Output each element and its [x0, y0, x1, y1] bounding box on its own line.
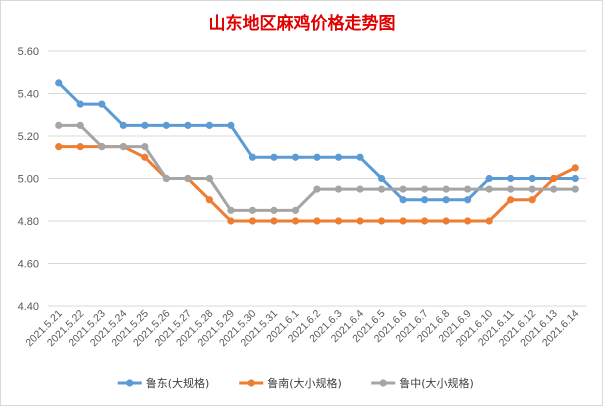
- data-point: [270, 206, 278, 214]
- legend: 鲁东(大规格) 鲁南(大小规格) 鲁中(大小规格): [117, 376, 474, 390]
- data-point: [485, 174, 493, 183]
- y-tick-label: 4.60: [18, 259, 39, 271]
- legend-swatch-marker: [379, 379, 387, 387]
- data-point: [550, 174, 558, 183]
- data-point: [442, 217, 450, 225]
- data-point: [184, 121, 192, 129]
- y-tick-label: 5.00: [18, 174, 39, 186]
- series-3: [55, 121, 579, 214]
- data-point: [550, 185, 558, 193]
- data-point: [485, 185, 493, 193]
- data-point: [313, 153, 321, 161]
- data-point: [528, 174, 536, 183]
- series-line: [57, 81, 577, 202]
- data-point: [248, 153, 257, 161]
- data-point: [442, 196, 450, 204]
- data-point: [248, 206, 257, 214]
- data-point: [528, 185, 536, 193]
- data-point: [442, 185, 450, 193]
- y-tick-label: 5.40: [18, 89, 39, 101]
- data-point: [162, 174, 170, 183]
- chart-title: 山东地区麻鸡价格走势图: [209, 13, 396, 34]
- series-layer: [55, 79, 579, 225]
- legend-label: 鲁南(大小规格): [267, 376, 342, 390]
- data-point: [141, 121, 149, 129]
- data-point: [399, 196, 407, 204]
- data-point: [571, 185, 579, 193]
- data-point: [571, 164, 579, 172]
- data-point: [313, 217, 321, 225]
- data-point: [291, 217, 300, 225]
- data-point: [141, 143, 149, 151]
- data-point: [571, 174, 579, 183]
- legend-label: 鲁东(大规格): [146, 376, 210, 390]
- data-point: [334, 185, 343, 193]
- data-point: [421, 185, 429, 193]
- data-point: [377, 217, 386, 225]
- data-point: [248, 217, 257, 225]
- data-point: [313, 185, 321, 193]
- y-tick-label: 4.80: [18, 216, 39, 228]
- data-point: [356, 185, 364, 193]
- data-point: [55, 79, 63, 87]
- data-point: [377, 174, 386, 183]
- data-point: [334, 153, 343, 161]
- data-point: [507, 196, 515, 204]
- data-point: [162, 121, 170, 129]
- data-point: [291, 206, 300, 214]
- series-1: [55, 79, 579, 204]
- data-point: [76, 121, 84, 129]
- data-point: [76, 100, 84, 108]
- data-point: [227, 121, 235, 129]
- legend-label: 鲁中(大小规格): [399, 376, 474, 390]
- data-point: [485, 217, 493, 225]
- data-point: [55, 121, 63, 129]
- data-point: [464, 196, 472, 204]
- data-point: [421, 196, 429, 204]
- data-point: [119, 143, 127, 151]
- legend-swatch-marker: [247, 379, 255, 387]
- data-point: [507, 174, 515, 183]
- y-tick-label: 5.60: [18, 46, 39, 58]
- data-point: [399, 185, 407, 193]
- data-point: [464, 185, 472, 193]
- series-line: [57, 123, 577, 212]
- data-point: [205, 174, 213, 183]
- data-point: [528, 196, 536, 204]
- data-point: [421, 217, 429, 225]
- x-axis-ticks: 2021.5.212021.5.222021.5.232021.5.242021…: [23, 308, 581, 350]
- data-point: [119, 121, 127, 129]
- y-tick-label: 5.20: [18, 131, 39, 143]
- data-point: [141, 153, 149, 161]
- data-point: [507, 185, 515, 193]
- data-point: [356, 217, 364, 225]
- y-tick-label: 4.40: [18, 301, 39, 313]
- data-point: [98, 100, 106, 108]
- data-point: [270, 217, 278, 225]
- data-point: [291, 153, 300, 161]
- data-point: [55, 143, 63, 151]
- data-point: [464, 217, 472, 225]
- data-point: [356, 153, 364, 161]
- data-point: [227, 217, 235, 225]
- legend-item: 鲁中(大小规格): [371, 376, 474, 390]
- legend-item: 鲁东(大规格): [117, 376, 210, 390]
- data-point: [227, 206, 235, 214]
- legend-item: 鲁南(大小规格): [239, 376, 342, 390]
- data-point: [98, 143, 106, 151]
- data-point: [334, 217, 343, 225]
- y-axis-ticks: 4.40 4.60 4.80 5.00 5.20 5.40 5.60: [18, 46, 39, 313]
- data-point: [377, 185, 386, 193]
- data-point: [205, 121, 213, 129]
- data-point: [399, 217, 407, 225]
- data-point: [270, 153, 278, 161]
- data-point: [205, 196, 213, 204]
- data-point: [184, 174, 192, 183]
- legend-swatch-marker: [126, 379, 134, 387]
- data-point: [76, 143, 84, 151]
